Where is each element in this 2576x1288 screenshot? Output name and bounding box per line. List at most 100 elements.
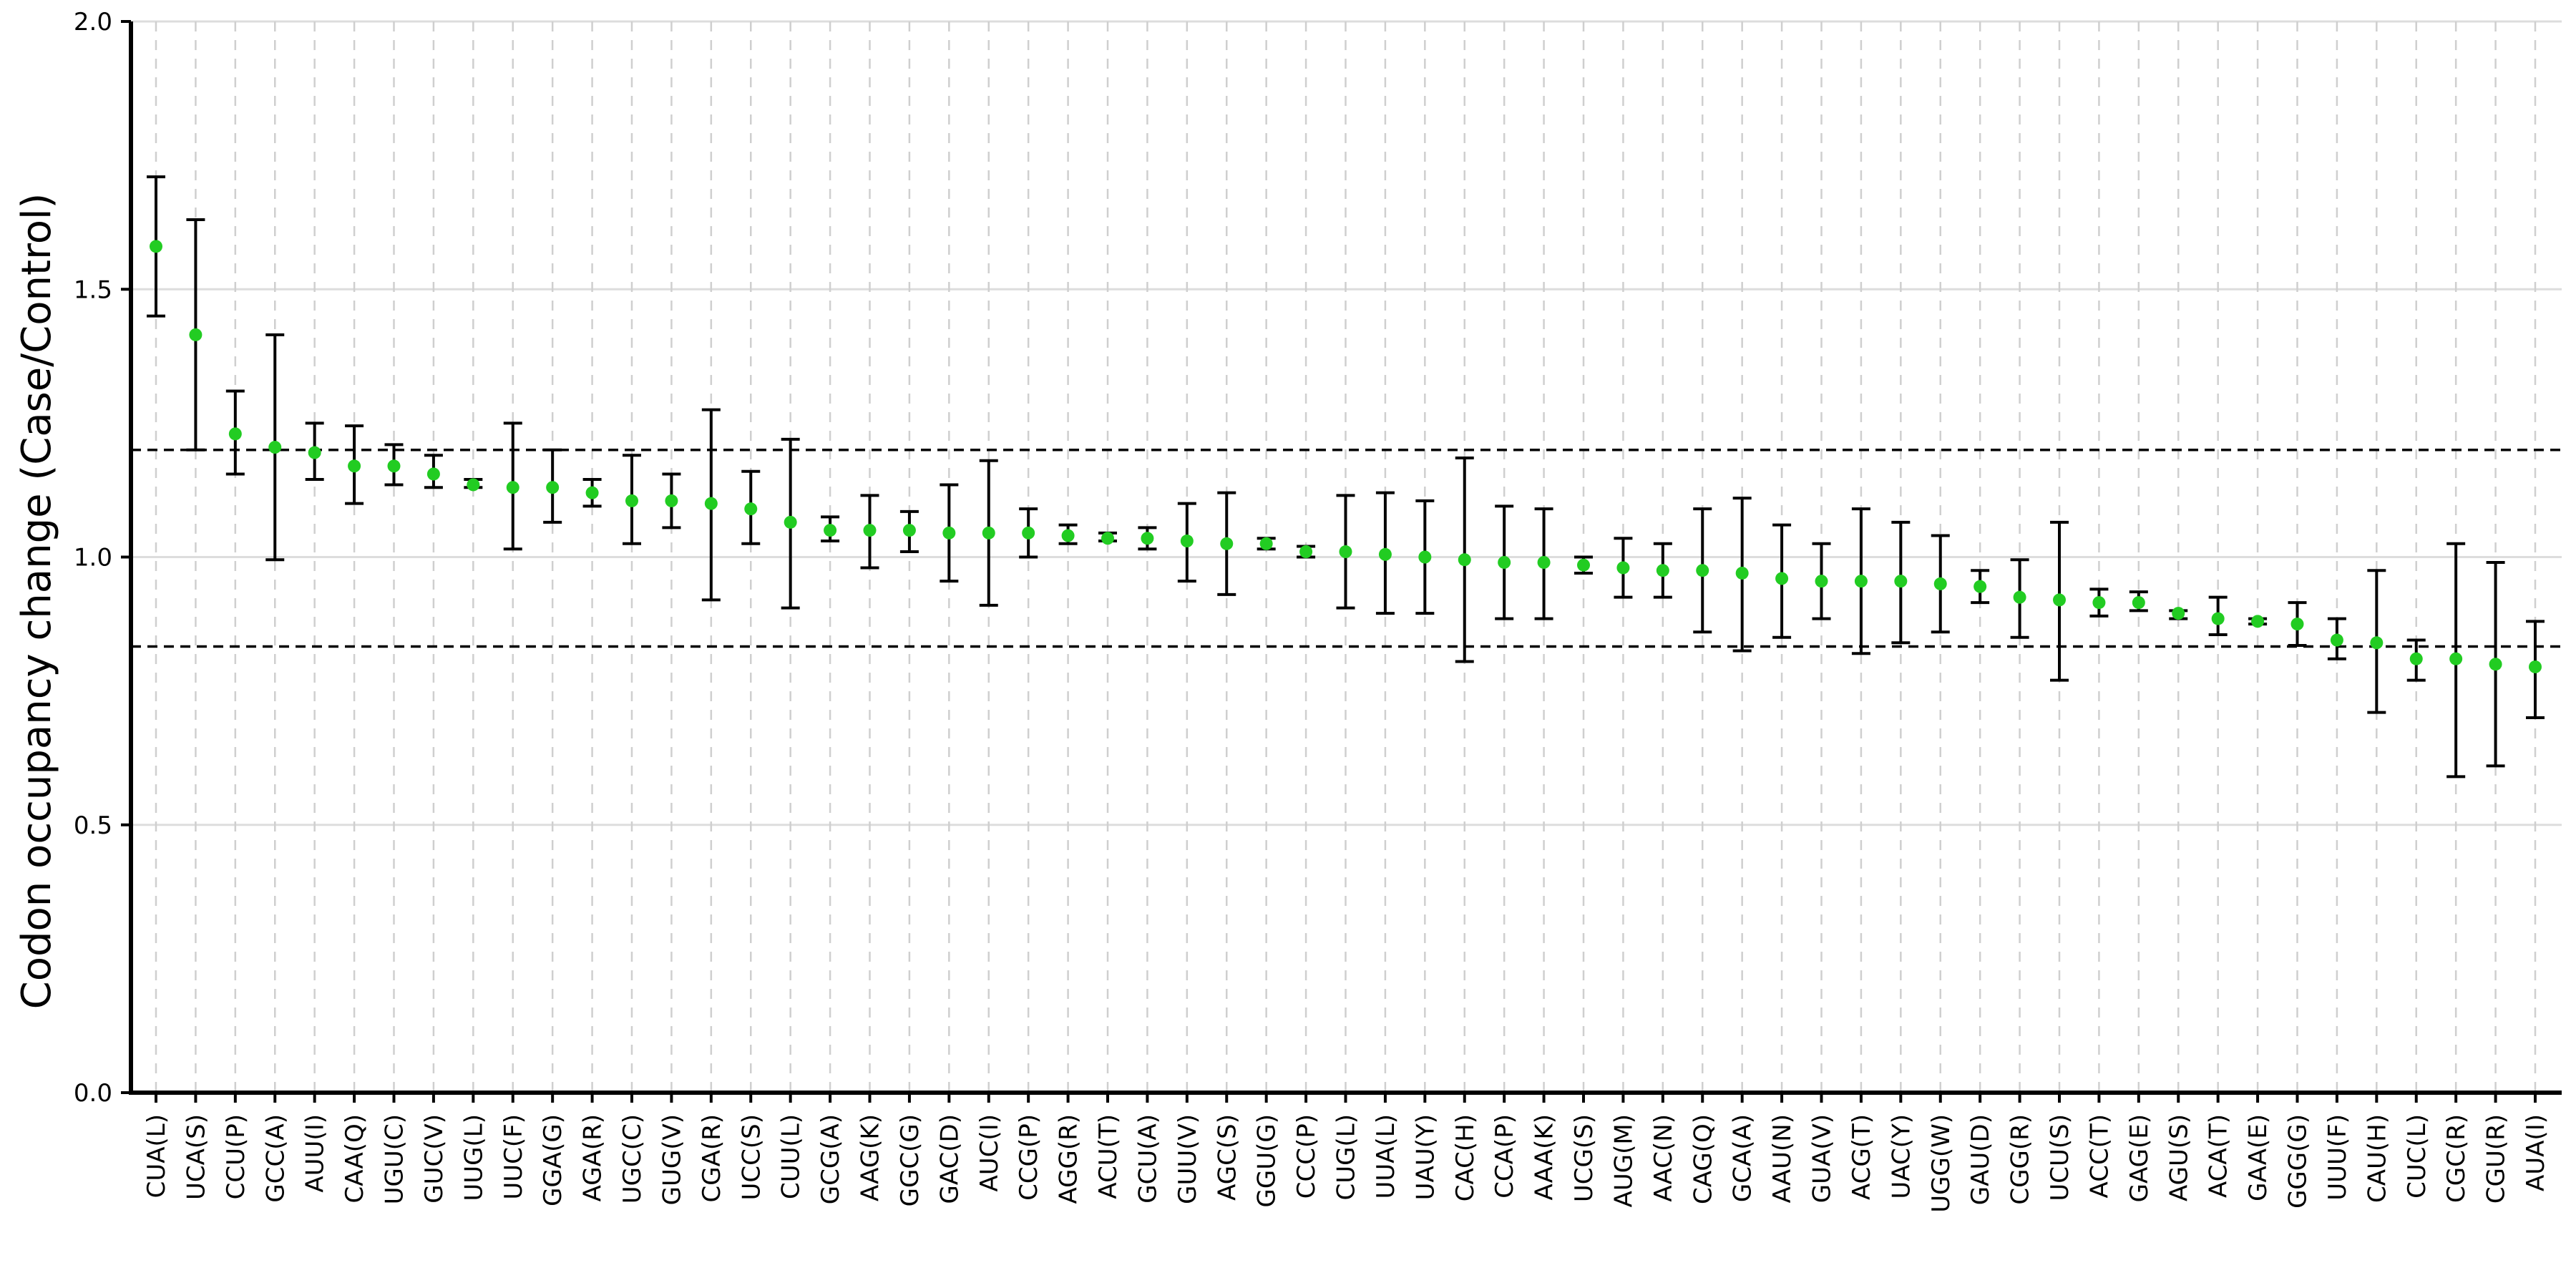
data-point	[2251, 615, 2265, 628]
x-tick-label: CAA(Q)	[341, 1114, 369, 1204]
data-point	[1656, 564, 1669, 577]
data-point	[1616, 561, 1630, 575]
data-point	[1894, 575, 1908, 588]
reference-lines	[131, 449, 2562, 648]
x-tick-label: GAC(D)	[935, 1114, 964, 1204]
data-point	[2092, 596, 2106, 610]
x-tick-label: AAU(N)	[1768, 1114, 1797, 1203]
y-tick-label: 2.0	[74, 8, 112, 36]
x-tick-label: CAU(H)	[2363, 1114, 2391, 1203]
data-point	[2529, 660, 2542, 673]
data-point	[744, 502, 758, 516]
data-point	[1022, 526, 1035, 540]
x-tick-label: CUG(L)	[1332, 1114, 1361, 1200]
x-tick-label: ACA(T)	[2205, 1114, 2233, 1198]
x-tick-label: GGU(G)	[1253, 1114, 1282, 1207]
data-points	[150, 240, 2542, 673]
data-point	[1458, 553, 1471, 567]
x-tick-label: CGU(R)	[2482, 1114, 2511, 1204]
x-tick-label: UAU(Y)	[1411, 1114, 1440, 1200]
data-point	[268, 441, 282, 454]
x-tick-label: UGC(C)	[618, 1114, 647, 1204]
data-point	[2053, 593, 2066, 607]
x-tick-label: UUC(F)	[499, 1114, 528, 1200]
y-tick-label: 0.0	[74, 1079, 112, 1108]
x-tick-label: GAG(E)	[2125, 1114, 2154, 1202]
x-tick-label: CUA(L)	[142, 1114, 171, 1198]
y-tick-label: 1.5	[74, 275, 112, 304]
data-point	[1815, 575, 1828, 588]
grid	[131, 20, 2562, 1093]
x-tick-label: CCG(P)	[1015, 1114, 1043, 1201]
data-point	[1141, 532, 1154, 545]
data-point	[784, 515, 797, 529]
data-point	[1775, 572, 1789, 585]
data-point	[1101, 532, 1114, 545]
data-point	[824, 524, 837, 537]
x-tick-label: AAA(K)	[1531, 1114, 1559, 1201]
data-point	[2489, 658, 2502, 671]
y-tick-label: 0.5	[74, 811, 112, 840]
x-tick-label: CGA(R)	[698, 1114, 726, 1203]
x-tick-label: AGU(S)	[2165, 1114, 2193, 1201]
x-tick-label: CUC(L)	[2403, 1114, 2431, 1199]
data-point	[1259, 537, 1273, 550]
data-point	[1180, 535, 1194, 548]
data-point	[1061, 529, 1075, 542]
data-point	[2370, 636, 2384, 650]
data-point	[2013, 590, 2026, 604]
x-tick-label: AGG(R)	[1055, 1114, 1083, 1204]
data-point	[1854, 575, 1868, 588]
x-ticks: CUA(L) UCA(S) CCU(P) GCC(A) AUU(I) CAA(Q) UGU(…	[142, 1093, 2550, 1213]
data-point	[665, 494, 678, 507]
data-point	[585, 486, 599, 499]
data-point	[1220, 537, 1234, 550]
x-tick-label: UUG(L)	[459, 1114, 488, 1201]
x-tick-label: AAC(N)	[1649, 1114, 1678, 1202]
x-tick-label: GAA(E)	[2244, 1114, 2273, 1201]
x-tick-label: CGC(R)	[2442, 1114, 2471, 1203]
x-tick-label: GCU(A)	[1133, 1114, 1162, 1204]
x-tick-label: CUU(L)	[777, 1114, 806, 1199]
data-point	[982, 526, 995, 540]
x-tick-label: GGC(G)	[896, 1114, 924, 1206]
data-point	[1339, 545, 1352, 559]
data-point	[1696, 564, 1709, 577]
x-tick-label: UCA(S)	[182, 1114, 210, 1200]
x-tick-label: AUA(I)	[2522, 1114, 2550, 1191]
data-point	[942, 526, 956, 540]
y-axis-title: Codon occupancy change (Case/Control)	[14, 193, 60, 1010]
data-point	[2330, 633, 2343, 647]
data-point	[1299, 545, 1313, 559]
data-point	[348, 459, 361, 473]
x-tick-label: GCC(A)	[261, 1114, 290, 1203]
x-tick-label: UAC(Y)	[1887, 1114, 1916, 1199]
data-point	[625, 494, 638, 507]
data-point	[704, 497, 718, 510]
x-tick-label: UGG(W)	[1927, 1114, 1956, 1213]
x-tick-label: ACC(T)	[2085, 1114, 2114, 1198]
x-tick-label: AUU(I)	[301, 1114, 330, 1193]
x-tick-label: GGG(G)	[2284, 1114, 2313, 1209]
data-point	[1537, 555, 1551, 569]
x-tick-label: AGC(S)	[1213, 1114, 1241, 1201]
data-point	[902, 524, 916, 537]
x-tick-label: CAC(H)	[1451, 1114, 1480, 1201]
x-tick-label: GCG(A)	[816, 1114, 845, 1204]
data-point	[2132, 596, 2145, 610]
data-point	[1418, 550, 1432, 564]
x-tick-label: AUC(I)	[975, 1114, 1004, 1191]
data-point	[150, 240, 162, 253]
data-point	[467, 478, 480, 492]
x-tick-label: GUU(V)	[1174, 1114, 1202, 1204]
x-tick-label: UUA(L)	[1372, 1114, 1400, 1199]
x-tick-label: CCA(P)	[1491, 1114, 1519, 1199]
x-tick-label: ACU(T)	[1094, 1114, 1123, 1199]
data-point	[1498, 555, 1511, 569]
x-tick-label: AGA(R)	[579, 1114, 608, 1201]
x-tick-label: CGG(R)	[2006, 1114, 2035, 1205]
x-tick-label: UCG(S)	[1570, 1114, 1599, 1202]
x-tick-label: ACG(T)	[1848, 1114, 1876, 1200]
x-tick-label: GGA(G)	[539, 1114, 567, 1206]
x-tick-label: GUA(V)	[1808, 1114, 1837, 1203]
